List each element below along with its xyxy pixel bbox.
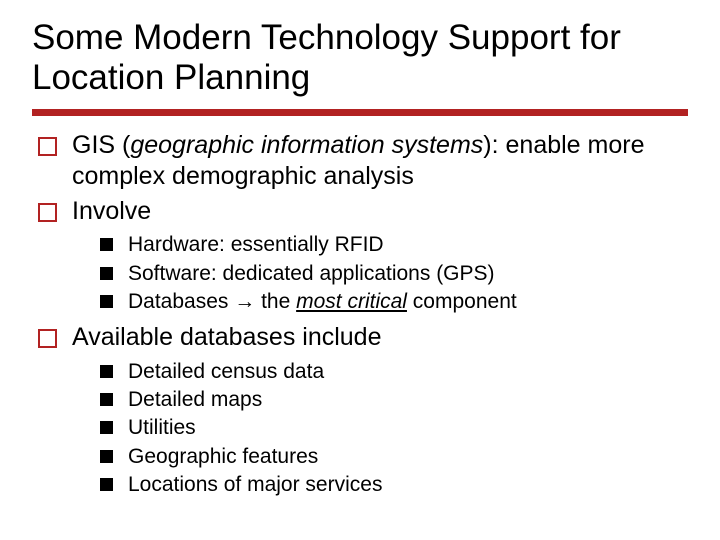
text: Utilities bbox=[128, 416, 196, 439]
list-item: Detailed maps bbox=[100, 386, 688, 414]
text: Locations of major services bbox=[128, 473, 382, 496]
list-item: Locations of major services bbox=[100, 471, 688, 499]
arrow-icon: → bbox=[234, 290, 255, 313]
bullet-list-level2: Detailed census data Detailed maps Utili… bbox=[100, 358, 688, 500]
bullet-list-level1: GIS (geographic information systems): en… bbox=[38, 130, 688, 500]
text: GIS ( bbox=[72, 131, 130, 159]
text: Detailed maps bbox=[128, 388, 262, 411]
title-underline bbox=[32, 109, 688, 116]
list-item: Detailed census data bbox=[100, 358, 688, 386]
list-item: Utilities bbox=[100, 414, 688, 442]
text: Involve bbox=[72, 197, 151, 225]
list-item: GIS (geographic information systems): en… bbox=[38, 130, 688, 193]
text: Databases bbox=[128, 290, 234, 313]
text: Detailed census data bbox=[128, 360, 324, 383]
list-item: Geographic features bbox=[100, 443, 688, 471]
text: Software: dedicated applications (GPS) bbox=[128, 262, 495, 285]
page-title: Some Modern Technology Support for Locat… bbox=[32, 18, 688, 99]
bullet-list-level2: Hardware: essentially RFID Software: ded… bbox=[100, 231, 688, 316]
list-item: Involve Hardware: essentially RFID Softw… bbox=[38, 196, 688, 316]
list-item: Software: dedicated applications (GPS) bbox=[100, 260, 688, 288]
list-item: Databases → the most critical component bbox=[100, 288, 688, 316]
text: component bbox=[407, 290, 517, 313]
text: Hardware: essentially RFID bbox=[128, 233, 384, 256]
text: Geographic features bbox=[128, 445, 318, 468]
list-item: Available databases include Detailed cen… bbox=[38, 322, 688, 499]
list-item: Hardware: essentially RFID bbox=[100, 231, 688, 259]
text-italic: geographic information systems bbox=[130, 131, 483, 159]
text: the bbox=[255, 290, 296, 313]
text: Available databases include bbox=[72, 323, 382, 351]
text-emphasis: most critical bbox=[296, 290, 407, 313]
slide: Some Modern Technology Support for Locat… bbox=[0, 0, 720, 540]
